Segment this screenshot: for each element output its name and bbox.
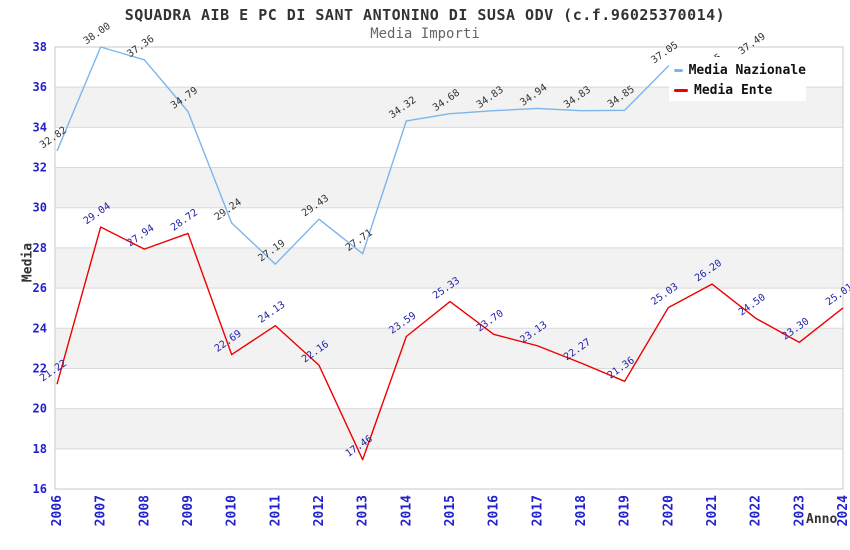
svg-text:2013: 2013 — [356, 495, 371, 526]
svg-text:2016: 2016 — [487, 495, 502, 526]
svg-text:2011: 2011 — [268, 495, 283, 526]
legend-item-media-ente[interactable]: Media Ente — [674, 80, 806, 100]
svg-text:2012: 2012 — [312, 495, 327, 526]
svg-text:32: 32 — [33, 161, 47, 175]
data-label: 28.72 — [169, 207, 200, 233]
svg-text:34: 34 — [33, 120, 47, 134]
svg-text:36: 36 — [33, 80, 47, 94]
x-tick-labels: 2006 2007 2008 2009 2010 2011 2012 2013 2014 2015… — [50, 495, 850, 526]
y-axis-title: Media — [20, 242, 36, 283]
svg-text:2022: 2022 — [749, 495, 764, 526]
data-label: 38.00 — [82, 21, 113, 47]
chart-subtitle: Media Importi — [370, 26, 480, 42]
svg-text:30: 30 — [33, 201, 47, 215]
svg-text:26: 26 — [33, 281, 47, 295]
chart-title: SQUADRA AIB E PC DI SANT ANTONINO DI SUS… — [124, 6, 726, 24]
svg-text:2018: 2018 — [574, 495, 589, 526]
legend-item-media-nazionale[interactable]: Media Nazionale — [674, 60, 806, 80]
svg-text:22: 22 — [33, 361, 47, 375]
svg-text:2008: 2008 — [137, 495, 152, 526]
svg-text:2010: 2010 — [225, 495, 240, 526]
svg-text:16: 16 — [33, 482, 47, 496]
svg-text:2024: 2024 — [836, 495, 850, 526]
svg-text:28: 28 — [33, 241, 47, 255]
legend-line-swatch-ente — [674, 88, 688, 92]
svg-text:2006: 2006 — [50, 495, 65, 526]
data-label: 24.13 — [256, 299, 287, 325]
data-label: 24.50 — [737, 292, 768, 318]
svg-text:38: 38 — [33, 40, 47, 54]
svg-text:2019: 2019 — [618, 495, 633, 526]
svg-text:2021: 2021 — [705, 495, 720, 526]
data-label: 37.49 — [737, 31, 768, 57]
legend-line-swatch-nazionale — [674, 68, 683, 72]
svg-text:2014: 2014 — [399, 495, 414, 526]
svg-text:18: 18 — [33, 442, 47, 456]
svg-text:2015: 2015 — [443, 495, 458, 526]
svg-text:2017: 2017 — [530, 495, 545, 526]
plot-bands — [55, 87, 843, 449]
svg-text:2007: 2007 — [94, 495, 109, 526]
svg-text:24: 24 — [33, 321, 47, 335]
legend: Media Nazionale Media Ente — [669, 57, 806, 101]
legend-label: Media Nazionale — [688, 62, 806, 78]
legend-label: Media Ente — [694, 82, 773, 98]
svg-text:20: 20 — [33, 402, 47, 416]
svg-text:2009: 2009 — [181, 495, 196, 526]
plot-border — [54, 46, 844, 490]
x-axis-title: Anno — [806, 512, 838, 527]
data-label: 27.94 — [125, 223, 156, 249]
svg-text:2020: 2020 — [661, 495, 676, 526]
y-tick-labels: 16 18 20 22 24 26 28 30 32 34 36 38 — [33, 40, 47, 496]
svg-text:2023: 2023 — [792, 495, 807, 526]
